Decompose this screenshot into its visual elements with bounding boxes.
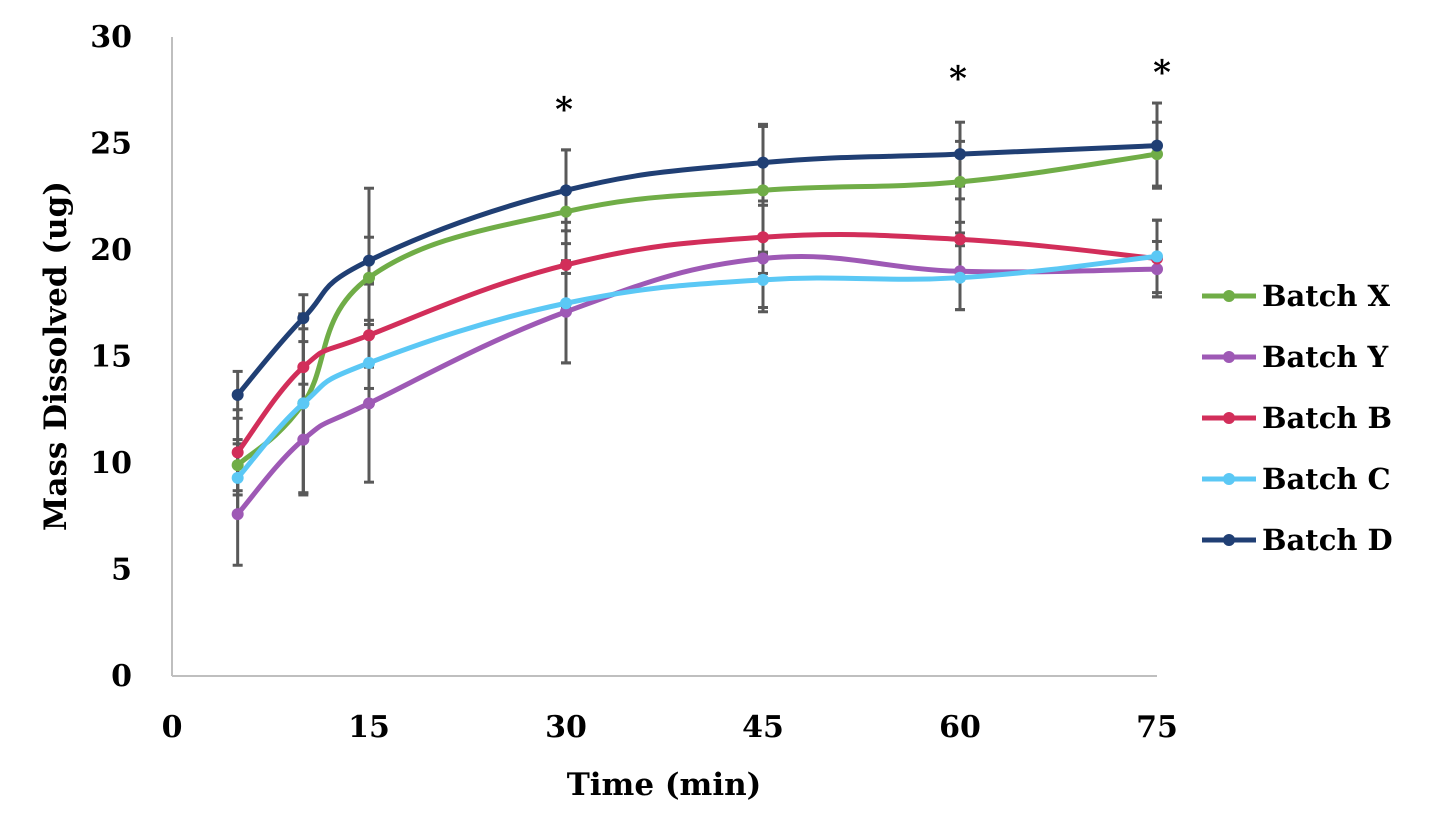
- legend-item: Batch C: [1202, 462, 1391, 496]
- data-point: [363, 254, 375, 267]
- legend-item: Batch B: [1202, 401, 1392, 435]
- series-batch-d: [231, 139, 1163, 401]
- data-point: [363, 356, 375, 369]
- data-point: [231, 508, 244, 521]
- significance-markers: * * *: [555, 53, 1171, 130]
- data-point: [297, 361, 310, 374]
- data-point: [1151, 148, 1163, 161]
- x-tick-label: 0: [162, 710, 183, 745]
- data-point: [560, 258, 572, 271]
- y-axis-title: Mass Dissolved (ug): [38, 181, 74, 531]
- legend-label: Batch X: [1262, 279, 1391, 313]
- data-point: [757, 184, 769, 197]
- data-point: [954, 271, 966, 284]
- data-point: [757, 273, 769, 286]
- x-tick-label: 60: [939, 710, 981, 745]
- legend-label: Batch C: [1262, 462, 1391, 496]
- x-axis-title: Time (min): [567, 767, 762, 803]
- y-tick-label: 25: [90, 127, 132, 162]
- data-point: [231, 471, 244, 484]
- significance-asterisk: *: [555, 90, 573, 130]
- data-point: [757, 156, 769, 169]
- y-tick-labels: 0 5 10 15 20 25 30: [90, 20, 132, 694]
- data-point: [363, 271, 375, 284]
- y-tick-label: 0: [111, 659, 132, 694]
- x-tick-labels: 0 15 30 45 60 75: [162, 710, 1178, 745]
- legend-item: Batch D: [1202, 523, 1393, 557]
- data-point: [560, 305, 572, 318]
- y-tick-label: 10: [90, 446, 132, 481]
- data-point: [954, 175, 966, 188]
- series-batch-c: [231, 250, 1163, 484]
- significance-asterisk: *: [1153, 53, 1171, 93]
- data-point: [297, 397, 310, 410]
- y-tick-label: 20: [90, 233, 132, 268]
- legend-item: Batch X: [1202, 279, 1391, 313]
- data-point: [954, 233, 966, 246]
- significance-asterisk: *: [949, 59, 967, 99]
- legend: Batch X Batch Y Batch B Batch C Batch D: [1202, 279, 1393, 557]
- data-point: [954, 148, 966, 161]
- y-tick-label: 15: [90, 340, 132, 375]
- x-tick-label: 75: [1136, 710, 1178, 745]
- legend-marker: [1223, 290, 1235, 302]
- series-lines: [231, 139, 1163, 521]
- legend-marker: [1223, 412, 1235, 424]
- legend-marker: [1223, 473, 1235, 485]
- data-point: [560, 297, 572, 310]
- legend-item: Batch Y: [1202, 340, 1389, 374]
- data-point: [1151, 139, 1163, 152]
- data-point: [757, 252, 769, 265]
- data-point: [297, 433, 310, 446]
- legend-label: Batch D: [1262, 523, 1393, 557]
- data-point: [560, 205, 572, 218]
- data-point: [231, 388, 244, 401]
- data-point: [231, 459, 244, 472]
- x-tick-label: 45: [742, 710, 784, 745]
- legend-marker: [1223, 534, 1235, 546]
- data-point: [1151, 263, 1163, 276]
- data-point: [363, 397, 375, 410]
- data-point: [757, 231, 769, 244]
- legend-label: Batch B: [1262, 401, 1392, 435]
- data-point: [231, 446, 244, 459]
- data-point: [560, 184, 572, 197]
- x-tick-label: 30: [545, 710, 587, 745]
- data-point: [363, 329, 375, 342]
- y-tick-label: 5: [111, 553, 132, 588]
- x-tick-label: 15: [348, 710, 390, 745]
- data-point: [297, 312, 310, 325]
- legend-label: Batch Y: [1262, 340, 1389, 374]
- series-line: [235, 253, 1160, 481]
- legend-marker: [1223, 351, 1235, 363]
- y-tick-label: 30: [90, 20, 132, 55]
- data-point: [1151, 250, 1163, 263]
